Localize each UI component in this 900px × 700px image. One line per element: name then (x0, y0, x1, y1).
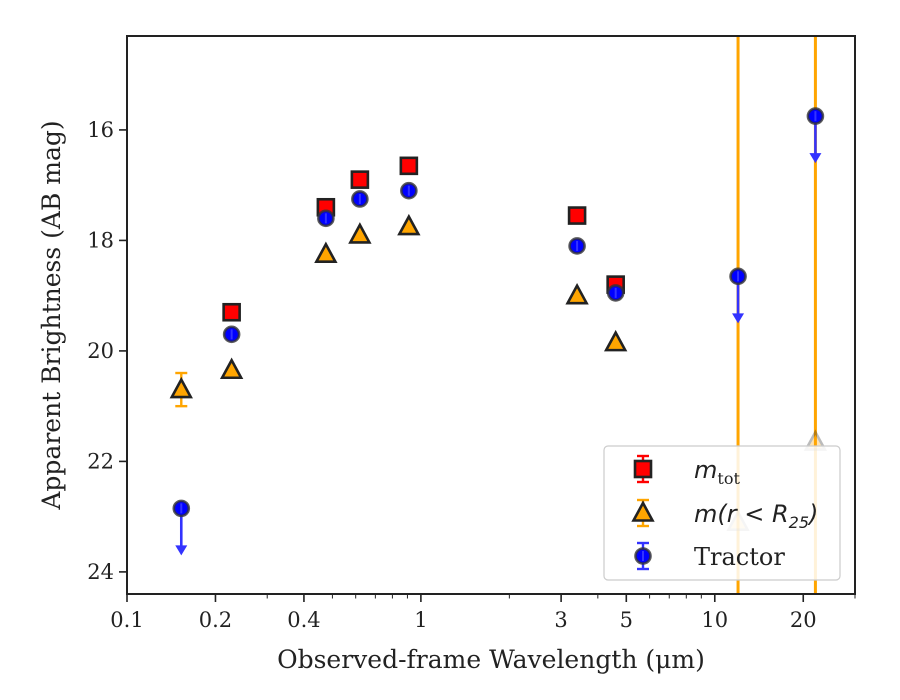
axis-ticks: 0.1 0.2 0.4 1 3 5 10 20 16 18 20 22 24 (87, 118, 856, 632)
legend-marker-1 (631, 500, 655, 522)
legend-entry-2: Tractor (634, 541, 785, 571)
series-2 (172, 107, 825, 556)
x-axis-title: Observed-frame Wavelength (μm) (277, 645, 705, 674)
data-points (169, 107, 828, 556)
legend-entry-0: mtot (633, 454, 740, 488)
y-tick-label-2: 20 (87, 339, 114, 363)
point-s2-7-limit-arrowhead (732, 313, 745, 324)
legend-entry-1: m(r < R25) (631, 498, 818, 532)
x-tick-label-7: 20 (790, 608, 817, 632)
legend: mtot m(r < R25) Tractor (603, 445, 841, 581)
series-0 (222, 156, 625, 322)
point-s2-8-limit-arrowhead (809, 153, 822, 164)
y-tick-label-0: 16 (87, 118, 114, 142)
x-tick-label-0: 0.1 (110, 608, 143, 632)
legend-label-1: m(r < R25) (694, 500, 818, 532)
y-tick-label-3: 22 (87, 449, 114, 473)
x-tick-label-6: 10 (701, 608, 728, 632)
point-s1-6 (603, 329, 628, 352)
point-s1-4 (397, 213, 421, 236)
legend-label-2: Tractor (694, 543, 785, 571)
legend-label-0: mtot (694, 456, 740, 488)
x-tick-label-1: 0.2 (199, 608, 232, 632)
x-tick-label-3: 1 (414, 608, 427, 632)
y-tick-label-1: 18 (87, 228, 114, 252)
point-s1-1 (219, 357, 244, 380)
y-tick-label-4: 24 (87, 560, 114, 584)
point-s1-0 (169, 376, 193, 399)
legend-box (603, 445, 841, 581)
point-s1-2 (314, 241, 338, 264)
point-s1-3 (348, 222, 372, 244)
y-axis-title: Apparent Brightness (AB mag) (37, 120, 66, 510)
point-s2-0-limit-arrowhead (175, 545, 188, 556)
x-tick-label-4: 3 (554, 608, 567, 632)
point-s1-5 (565, 282, 589, 305)
x-tick-label-5: 5 (620, 608, 633, 632)
x-tick-label-2: 0.4 (287, 608, 320, 632)
plot-frame (126, 35, 856, 595)
